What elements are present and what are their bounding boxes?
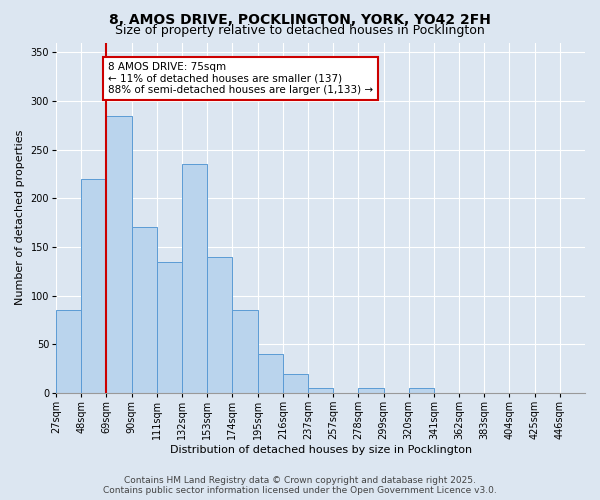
Bar xyxy=(56,310,82,393)
Bar xyxy=(131,228,157,393)
Text: 8, AMOS DRIVE, POCKLINGTON, YORK, YO42 2FH: 8, AMOS DRIVE, POCKLINGTON, YORK, YO42 2… xyxy=(109,12,491,26)
Bar xyxy=(358,388,383,393)
Bar xyxy=(283,374,308,393)
Text: Size of property relative to detached houses in Pocklington: Size of property relative to detached ho… xyxy=(115,24,485,37)
X-axis label: Distribution of detached houses by size in Pocklington: Distribution of detached houses by size … xyxy=(170,445,472,455)
Bar xyxy=(409,388,434,393)
Text: 8 AMOS DRIVE: 75sqm
← 11% of detached houses are smaller (137)
88% of semi-detac: 8 AMOS DRIVE: 75sqm ← 11% of detached ho… xyxy=(108,62,373,95)
Bar xyxy=(182,164,207,393)
Bar xyxy=(232,310,257,393)
Bar xyxy=(82,179,106,393)
Y-axis label: Number of detached properties: Number of detached properties xyxy=(15,130,25,306)
Bar xyxy=(308,388,333,393)
Bar xyxy=(106,116,131,393)
Bar xyxy=(257,354,283,393)
Bar xyxy=(157,262,182,393)
Bar xyxy=(207,256,232,393)
Text: Contains HM Land Registry data © Crown copyright and database right 2025.
Contai: Contains HM Land Registry data © Crown c… xyxy=(103,476,497,495)
